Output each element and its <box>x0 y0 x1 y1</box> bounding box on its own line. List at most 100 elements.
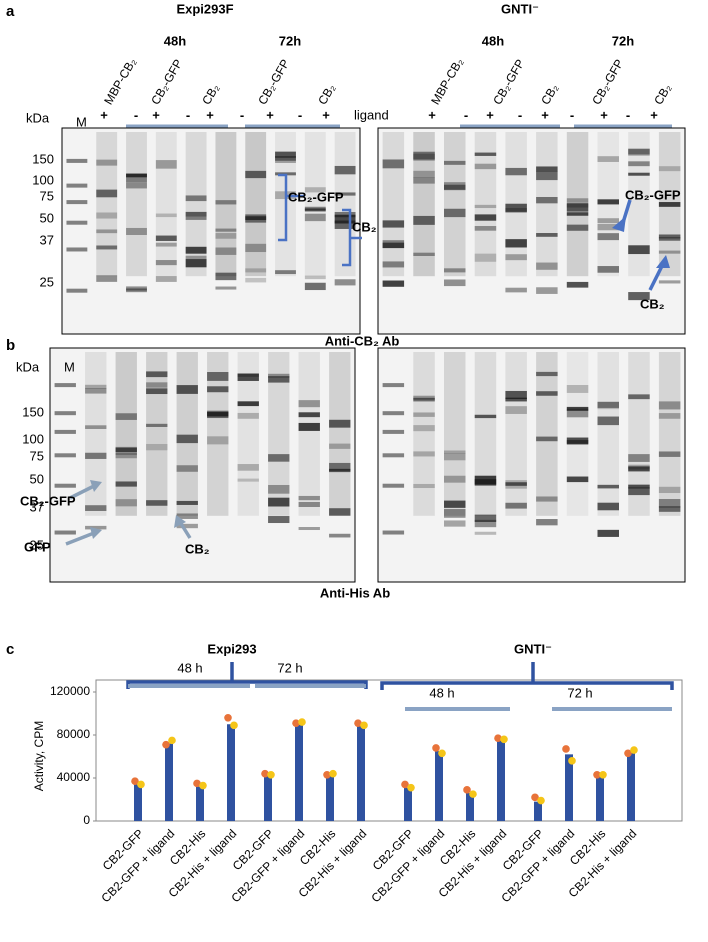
band <box>505 239 527 248</box>
signs: + - + - + - + - + + - + - + - + - + <box>100 107 658 122</box>
band <box>275 270 296 275</box>
band <box>597 223 619 231</box>
band <box>146 382 168 388</box>
band <box>505 254 527 261</box>
band <box>566 198 589 203</box>
band <box>658 506 681 512</box>
band <box>382 383 405 388</box>
cell-line: Expi293F <box>176 1 233 16</box>
timepoint: 48 h <box>177 660 202 675</box>
band <box>215 247 237 255</box>
band <box>658 451 681 457</box>
timepoint: 48h <box>482 33 504 48</box>
band <box>245 243 267 253</box>
lane-smear <box>176 352 198 516</box>
sign: + <box>206 107 214 122</box>
replicate-point <box>360 721 368 730</box>
band <box>382 159 405 169</box>
replicate-point <box>131 777 139 786</box>
band <box>382 261 405 268</box>
band <box>176 434 198 444</box>
replicate-point <box>568 757 576 765</box>
band <box>54 453 76 458</box>
sign: - <box>298 107 302 122</box>
band <box>304 187 326 193</box>
lane-smear <box>245 132 267 277</box>
replicate-point <box>407 783 415 792</box>
marker-size: 100 <box>32 172 54 187</box>
sign: + <box>322 107 330 122</box>
band <box>536 166 558 172</box>
lane-label: CB₂-GFP <box>148 57 185 107</box>
band <box>207 386 229 393</box>
lane-smear <box>505 352 527 516</box>
band <box>126 286 147 291</box>
sign: + <box>486 107 494 122</box>
sign: + <box>152 107 160 122</box>
band <box>66 158 88 163</box>
bar <box>134 784 142 821</box>
panel-label: b <box>6 337 15 354</box>
band <box>566 408 589 418</box>
band <box>155 276 177 282</box>
band <box>329 468 351 473</box>
band <box>505 406 527 414</box>
band <box>474 514 497 522</box>
band <box>413 215 435 225</box>
band <box>268 376 290 383</box>
bar <box>326 775 334 821</box>
band <box>245 170 267 179</box>
band <box>505 287 527 293</box>
replicate-point <box>193 779 201 788</box>
lane-label: CB₂-GFP <box>490 57 527 107</box>
timepoint: 72 h <box>277 660 302 675</box>
band <box>155 160 177 169</box>
band <box>413 395 435 400</box>
band <box>96 159 118 166</box>
band <box>334 211 356 218</box>
band <box>597 484 619 489</box>
band <box>275 151 296 158</box>
bar <box>497 739 505 821</box>
blot <box>61 127 361 335</box>
band <box>185 259 207 268</box>
band <box>185 246 207 254</box>
marker-size: 25 <box>40 274 54 289</box>
band <box>155 213 177 218</box>
band <box>474 163 497 170</box>
band <box>85 388 107 394</box>
band <box>505 397 527 402</box>
band <box>329 419 351 428</box>
sign: - <box>570 107 574 122</box>
band <box>185 211 207 220</box>
lane-label: CB₂ <box>315 81 338 107</box>
band <box>115 481 137 487</box>
band <box>245 277 267 283</box>
sign: - <box>134 107 138 122</box>
bar <box>404 787 412 821</box>
band <box>658 486 681 494</box>
band <box>382 411 405 416</box>
band <box>207 372 229 381</box>
band <box>334 220 356 229</box>
band <box>268 497 290 507</box>
kda-label: kDa <box>26 110 50 125</box>
band <box>304 282 326 291</box>
marker-label: M <box>64 359 75 374</box>
band <box>96 229 118 234</box>
replicate-point <box>292 719 300 727</box>
sign: + <box>600 107 608 122</box>
lane-label: MBP-CB₂ <box>428 55 466 107</box>
sign: - <box>626 107 630 122</box>
band <box>298 527 320 531</box>
bar <box>227 724 235 821</box>
bar <box>534 801 542 821</box>
band <box>474 414 497 419</box>
band <box>146 443 168 451</box>
band <box>85 505 107 511</box>
brackets <box>278 173 362 267</box>
bar <box>295 724 303 821</box>
band <box>334 192 356 196</box>
